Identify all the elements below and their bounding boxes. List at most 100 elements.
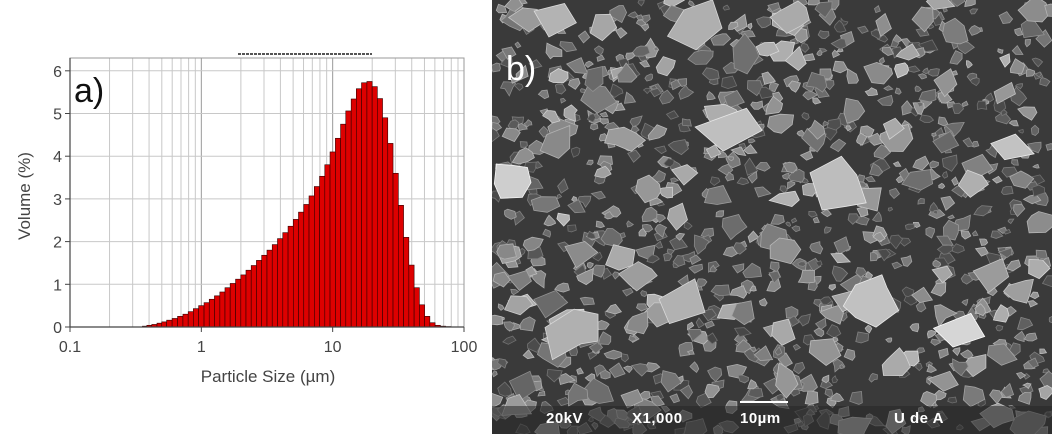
sem-particle — [609, 5, 628, 24]
sem-particle — [687, 321, 695, 331]
sem-particle — [1025, 68, 1036, 77]
sem-scale-text: 10µm — [740, 410, 781, 427]
sem-particle — [799, 150, 814, 161]
sem-particle — [855, 331, 870, 344]
sem-particle — [775, 393, 785, 401]
sem-particle — [499, 57, 513, 68]
sem-particle — [907, 65, 921, 73]
sem-particle — [987, 343, 1018, 366]
sem-particle — [1005, 259, 1021, 272]
sem-particle — [510, 76, 519, 84]
sem-particle — [557, 178, 569, 194]
sem-particle — [492, 121, 503, 132]
sem-particle — [942, 17, 969, 45]
sem-particle — [952, 358, 969, 377]
histogram-bar — [193, 308, 199, 328]
sem-particle — [723, 89, 745, 109]
histogram-bar — [166, 319, 173, 328]
sem-particle — [863, 61, 894, 85]
sem-particle — [503, 321, 515, 332]
histogram-bar — [366, 81, 373, 328]
sem-particle — [842, 274, 900, 328]
sem-particle — [941, 171, 949, 179]
sem-particle — [554, 282, 570, 293]
sem-particle — [1008, 342, 1021, 357]
sem-particle — [655, 56, 676, 77]
sem-particle — [934, 304, 958, 328]
sem-particle — [947, 396, 958, 404]
sem-particle — [502, 335, 517, 345]
sem-particle — [802, 91, 819, 101]
chart-labels: Volume (%) Particle Size (µm) a) — [15, 72, 335, 386]
sem-particle — [737, 374, 749, 384]
y-tick-label: 1 — [53, 277, 62, 294]
sem-particle — [658, 278, 706, 325]
sem-particle — [731, 300, 755, 326]
sem-particle — [721, 75, 738, 90]
sem-particle — [620, 389, 644, 409]
sem-particle — [874, 5, 881, 14]
sem-particle — [826, 324, 842, 339]
sem-particle — [799, 42, 810, 53]
sem-particle — [579, 88, 586, 93]
sem-magnification: X1,000 — [632, 410, 683, 427]
sem-particle — [641, 223, 654, 233]
sem-particle — [814, 1, 833, 19]
sem-particle — [808, 338, 842, 366]
sem-particle — [931, 265, 953, 284]
sem-particle — [995, 324, 1004, 332]
sem-particle — [594, 165, 612, 178]
sem-particle — [584, 66, 604, 93]
histogram-bar — [203, 302, 210, 328]
sem-particle — [962, 385, 986, 408]
sem-particle — [570, 146, 581, 158]
sem-particle — [728, 21, 739, 30]
sem-particle — [787, 80, 802, 93]
histogram-bar — [224, 287, 231, 328]
sem-particle — [856, 205, 869, 218]
sem-particle — [829, 138, 847, 153]
sem-particle — [492, 371, 498, 378]
sem-particle — [593, 45, 604, 56]
sem-particle — [930, 338, 942, 346]
sem-particle — [809, 155, 867, 211]
sem-particle — [830, 38, 847, 50]
sem-particle — [537, 390, 546, 397]
sem-particle — [544, 308, 599, 361]
sem-particle — [927, 370, 959, 392]
histogram-bar — [335, 137, 341, 328]
sem-particle — [559, 41, 578, 53]
sem-particle — [533, 290, 569, 319]
sem-particle — [627, 11, 639, 19]
sem-particle — [706, 332, 718, 345]
histogram-bar — [392, 172, 399, 328]
histogram-bar — [292, 219, 299, 328]
sem-particle — [688, 328, 703, 342]
histogram-bar — [266, 249, 273, 328]
histogram-bar — [308, 195, 315, 328]
histogram-bar — [287, 225, 294, 328]
sem-particle — [579, 296, 595, 306]
y-tick-label: 4 — [53, 149, 62, 166]
histogram-bar — [371, 86, 378, 328]
x-tick-label: 100 — [451, 339, 478, 356]
sem-particle — [599, 111, 609, 118]
sem-particle — [1014, 27, 1024, 37]
sem-particle — [638, 227, 647, 237]
sem-voltage: 20kV — [546, 410, 584, 427]
sem-particle — [627, 149, 641, 163]
sem-particle — [744, 157, 759, 176]
sem-particle — [514, 41, 522, 49]
sem-particle — [882, 117, 905, 140]
sem-particle — [787, 180, 796, 190]
sem-particle — [855, 267, 868, 278]
sem-particle — [586, 261, 594, 269]
sem-particle — [952, 243, 965, 254]
sem-particle — [1026, 211, 1052, 234]
sem-particle — [592, 251, 603, 262]
sem-particle — [746, 80, 764, 97]
sem-particle — [669, 235, 688, 251]
sem-particle — [952, 347, 961, 357]
sem-particle — [833, 236, 851, 255]
sem-particle — [824, 388, 834, 398]
